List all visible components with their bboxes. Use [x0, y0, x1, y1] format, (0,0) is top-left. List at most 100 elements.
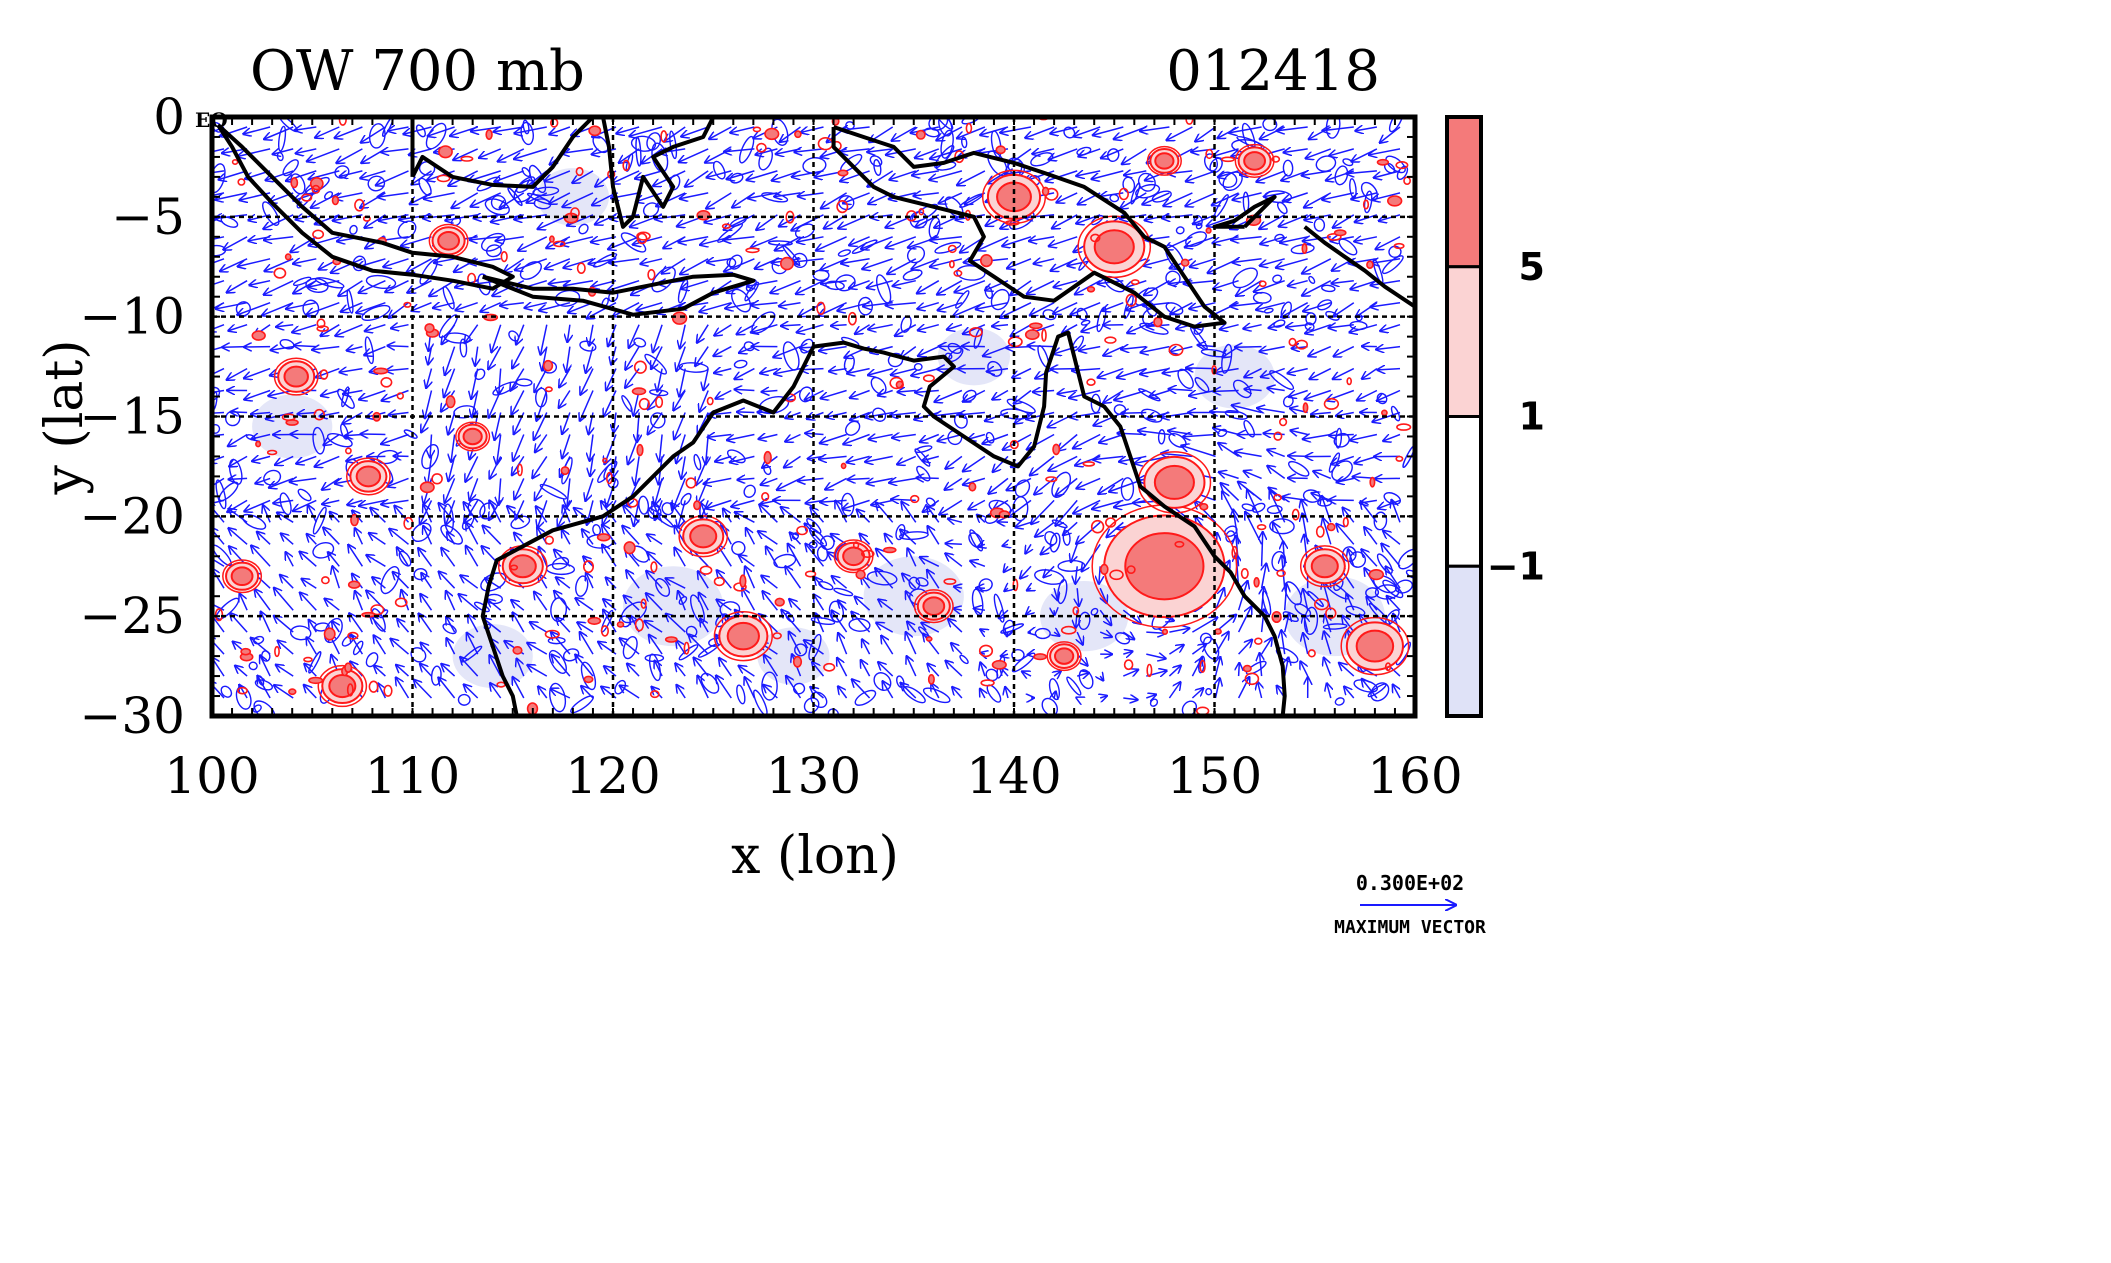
wind-vector	[212, 170, 225, 174]
wind-vector	[1260, 258, 1285, 266]
blue-contour	[326, 432, 353, 448]
blue-contour	[1288, 460, 1310, 477]
positive-ow-speck	[512, 646, 523, 655]
wind-vector	[731, 126, 755, 133]
blue-contour	[507, 187, 523, 207]
wind-vector	[1374, 170, 1401, 178]
wind-vector	[388, 346, 409, 347]
blue-contour	[940, 129, 954, 159]
positive-ow-core	[726, 621, 760, 651]
wind-vector	[1030, 302, 1055, 315]
wind-vector	[963, 324, 986, 334]
wind-vector	[361, 170, 386, 178]
blue-contour	[380, 566, 400, 595]
wind-vector	[626, 346, 640, 370]
colorbar-tick-label: 5	[1519, 245, 1545, 289]
wind-vector	[911, 126, 939, 133]
wind-vector	[1277, 127, 1308, 131]
wind-vector	[219, 170, 248, 180]
wind-vector	[404, 126, 432, 134]
blue-contour	[869, 155, 883, 167]
blue-contour	[736, 684, 746, 705]
wind-vector	[378, 193, 409, 197]
positive-ow-speck	[1333, 229, 1347, 237]
wind-vector	[1007, 258, 1032, 268]
wind-vector	[392, 325, 409, 329]
wind-vector	[1211, 412, 1239, 413]
wind-vector	[479, 148, 501, 158]
wind-vector	[955, 279, 986, 292]
blue-contour	[1057, 578, 1068, 605]
wind-vector	[1007, 632, 1008, 636]
wind-vector	[321, 324, 340, 336]
wind-vector	[724, 149, 755, 152]
wind-vector	[412, 170, 432, 184]
positive-ow-speck	[882, 546, 897, 554]
wind-vector	[1284, 149, 1308, 153]
blue-contour	[480, 232, 506, 252]
wind-vector	[1371, 303, 1401, 307]
positive-ow-speck	[251, 330, 266, 341]
wind-vector	[799, 302, 824, 316]
wind-vector	[780, 126, 801, 142]
blue-contour	[1194, 377, 1210, 393]
wind-vector	[474, 215, 501, 218]
positive-ow-speck	[855, 569, 866, 580]
wind-vector	[1373, 192, 1401, 200]
wind-vector	[737, 412, 755, 413]
blue-contour	[312, 541, 335, 559]
wind-vector	[212, 148, 225, 153]
wind-vector	[1350, 323, 1378, 333]
wind-vector	[337, 148, 363, 163]
blue-contour	[828, 600, 845, 623]
wind-vector	[542, 346, 547, 370]
positive-ow-speck	[1386, 195, 1403, 207]
wind-vector	[747, 279, 778, 287]
wind-vector	[965, 192, 986, 204]
blue-contour	[212, 424, 221, 434]
positive-ow-speck	[1161, 628, 1169, 635]
positive-ow-core	[842, 546, 866, 567]
wind-vector	[1074, 126, 1101, 136]
blue-contour	[1232, 267, 1258, 289]
positive-ow-speck	[693, 500, 701, 511]
blue-contour	[575, 575, 589, 597]
wind-vector	[388, 127, 409, 131]
x-axis-ticks: 100 110 120 130 140 150 160	[164, 747, 1462, 805]
wind-vector	[662, 258, 686, 274]
wind-vector	[1213, 148, 1239, 156]
wind-vector	[339, 280, 363, 296]
wind-vector	[365, 345, 386, 355]
positive-ow-speck	[288, 688, 297, 696]
wind-vector	[727, 170, 755, 179]
wind-vector	[1196, 126, 1216, 141]
wind-vector	[456, 301, 478, 310]
wind-vector	[1323, 127, 1354, 131]
wind-vector	[930, 170, 963, 180]
wind-vector	[286, 301, 317, 309]
wind-vector	[1304, 301, 1332, 312]
wind-vector	[567, 324, 570, 342]
wind-vector	[918, 325, 939, 331]
wind-vector	[1244, 325, 1262, 329]
wind-vector	[264, 237, 294, 240]
wind-vector	[707, 192, 732, 208]
positive-ow-speck	[1381, 409, 1388, 417]
positive-ow-speck	[696, 210, 711, 221]
wind-vector	[428, 126, 455, 136]
wind-vector	[1028, 346, 1055, 347]
wind-vector	[212, 258, 225, 264]
wind-vector	[1306, 148, 1332, 158]
wind-vector	[389, 302, 409, 318]
positive-ow-core	[355, 465, 382, 488]
wind-vector	[679, 236, 709, 242]
wind-vector	[238, 148, 271, 157]
positive-ow-core	[689, 524, 718, 549]
wind-vector	[359, 280, 386, 293]
wind-vector	[637, 301, 663, 310]
colorbar-segment	[1445, 265, 1483, 418]
positive-ow-core	[1124, 532, 1205, 601]
wind-vector	[793, 259, 824, 262]
wind-vector	[212, 325, 225, 331]
blue-contour	[1175, 226, 1185, 235]
